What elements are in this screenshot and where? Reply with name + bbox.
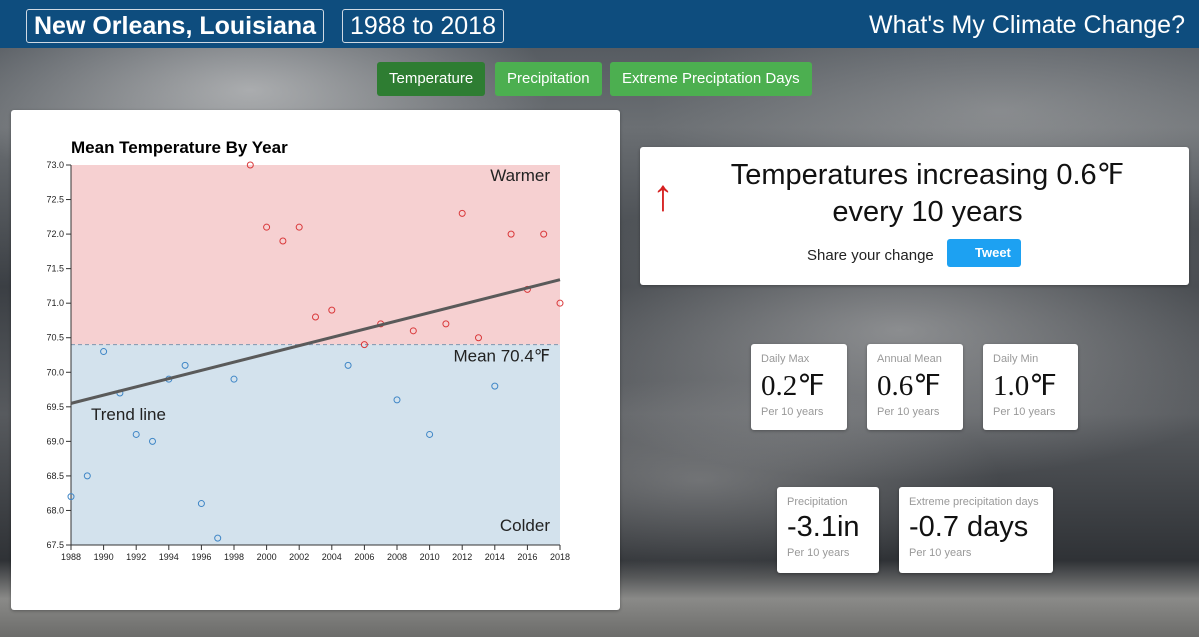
trend-label: Trend line <box>91 405 166 424</box>
point <box>67 493 75 501</box>
x-tick-label: 2002 <box>289 552 309 562</box>
point <box>507 230 515 238</box>
period: 1988 to 2018 <box>342 9 504 43</box>
point <box>83 472 91 480</box>
x-tick-label: 2010 <box>420 552 440 562</box>
point <box>458 209 466 217</box>
point <box>132 430 140 438</box>
stat-label: Precipitation <box>787 496 848 508</box>
stat-label: Extreme precipitation days <box>909 496 1039 508</box>
x-tick-label: 2000 <box>257 552 277 562</box>
tab[interactable]: Temperature <box>377 62 486 96</box>
y-tick-label: 73.0 <box>46 160 64 170</box>
x-tick-label: 1996 <box>191 552 211 562</box>
point <box>230 375 238 383</box>
stat-label: Annual Mean <box>877 353 942 365</box>
tab[interactable]: Extreme Preciptation Days <box>610 62 812 96</box>
location: New Orleans, Louisiana <box>26 9 325 43</box>
x-tick-label: 1998 <box>224 552 244 562</box>
point <box>279 237 287 245</box>
arrow-icon: ↑ <box>652 171 674 220</box>
y-tick-label: 68.0 <box>46 505 64 515</box>
colder-region <box>71 344 560 545</box>
x-tick-label: 2018 <box>550 552 570 562</box>
header-bar: New Orleans, Louisiana 1988 to 2018 What… <box>0 0 1199 48</box>
stat-label: Daily Min <box>993 353 1039 365</box>
stat-card: Daily Min 1.0℉ Per 10 years <box>983 344 1078 430</box>
x-tick-label: 1988 <box>61 552 81 562</box>
stat-card: Annual Mean 0.6℉ Per 10 years <box>867 344 963 430</box>
stat-label: Daily Max <box>761 353 810 365</box>
point <box>360 341 368 349</box>
stat-card: Precipitation -3.1in Per 10 years <box>777 487 879 573</box>
x-tick-label: 2008 <box>387 552 407 562</box>
y-tick-label: 72.0 <box>46 229 64 239</box>
headline-card: ↑ Temperatures increasing 0.6℉ every 10 … <box>640 147 1189 285</box>
point <box>181 361 189 369</box>
stat-card: Extreme precipitation days -0.7 days Per… <box>899 487 1053 573</box>
x-tick-label: 1992 <box>126 552 146 562</box>
stat-value: -0.7 days <box>909 511 1029 543</box>
y-tick-label: 69.0 <box>46 436 64 446</box>
point <box>149 437 156 445</box>
stat-value: -3.1in <box>787 511 860 543</box>
x-tick-label: 1990 <box>94 552 114 562</box>
y-tick-label: 69.5 <box>46 402 64 412</box>
point <box>475 334 482 342</box>
point <box>214 534 222 542</box>
stat-value: 0.6℉ <box>877 370 941 402</box>
trend-line <box>70 278 561 405</box>
point <box>328 306 336 314</box>
y-tick-label: 72.5 <box>46 195 64 205</box>
warmer-region <box>71 165 560 345</box>
y-tick-label: 67.5 <box>46 540 64 550</box>
stat-unit: Per 10 years <box>877 406 940 418</box>
stat-unit: Per 10 years <box>761 406 824 418</box>
point <box>295 223 303 231</box>
y-tick-label: 71.5 <box>46 264 64 274</box>
share-text: Share your change <box>807 247 934 264</box>
y-tick-label: 68.5 <box>46 471 64 481</box>
stat-card: Daily Max 0.2℉ Per 10 years <box>751 344 847 430</box>
point <box>312 313 319 321</box>
point <box>442 320 450 328</box>
point <box>491 382 499 390</box>
chart: Mean Temperature By Year Warmer Colder Mea… <box>46 138 570 562</box>
tab[interactable]: Precipitation <box>495 62 602 96</box>
stat-value: 0.2℉ <box>761 370 825 402</box>
y-tick-label: 70.5 <box>46 333 64 343</box>
point <box>540 230 548 238</box>
mean-label: Mean 70.4℉ <box>453 347 550 366</box>
stat-unit: Per 10 years <box>909 547 972 559</box>
point <box>393 396 401 404</box>
headline-text: Temperatures increasing 0.6℉ every 10 ye… <box>730 159 1125 228</box>
point <box>556 299 564 307</box>
region-label: Colder <box>500 516 550 535</box>
point <box>263 223 271 231</box>
point <box>426 430 434 438</box>
x-tick-label: 2004 <box>322 552 342 562</box>
point <box>197 500 205 508</box>
y-tick-label: 71.0 <box>46 298 64 308</box>
site-title: What's My Climate Change? <box>868 11 1185 39</box>
stat-value: 1.0℉ <box>993 370 1057 402</box>
y-tick-label: 70.0 <box>46 367 64 377</box>
chart-title: Mean Temperature By Year <box>71 138 288 157</box>
x-tick-label: 2016 <box>517 552 537 562</box>
point <box>246 161 254 169</box>
stat-unit: Per 10 years <box>993 406 1056 418</box>
point <box>409 327 417 335</box>
x-tick-label: 2012 <box>452 552 472 562</box>
tweet-button[interactable]: Tweet <box>947 239 1021 267</box>
point <box>100 348 108 356</box>
region-label: Warmer <box>490 166 550 185</box>
x-tick-label: 2006 <box>354 552 374 562</box>
x-tick-label: 2014 <box>485 552 505 562</box>
chart-panel: Mean Temperature By Year Warmer Colder Mea… <box>11 110 620 610</box>
stat-unit: Per 10 years <box>787 547 850 559</box>
x-tick-label: 1994 <box>159 552 179 562</box>
point <box>344 361 352 369</box>
